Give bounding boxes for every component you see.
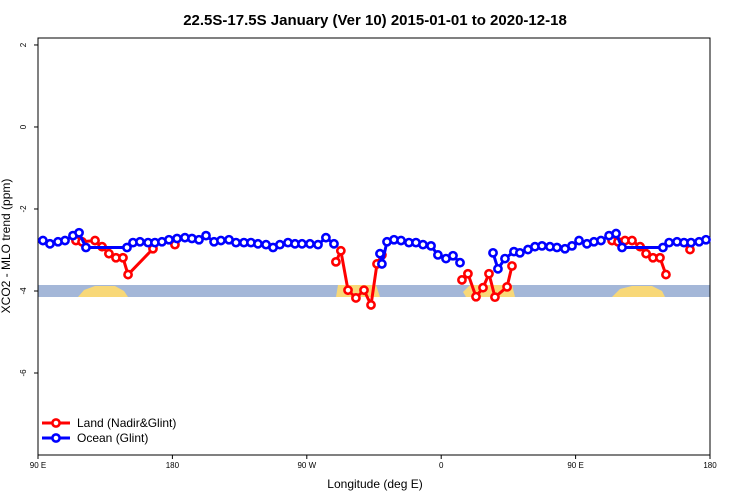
data-point bbox=[60, 235, 70, 246]
y-tick-label: -2 bbox=[19, 205, 28, 213]
data-point bbox=[455, 257, 465, 268]
data-point bbox=[313, 239, 323, 250]
data-point bbox=[45, 238, 55, 249]
y-axis-label: XCO2 - MLO trend (ppm) bbox=[0, 179, 13, 314]
data-point bbox=[552, 242, 562, 253]
data-point bbox=[514, 247, 525, 258]
data-point bbox=[426, 240, 436, 251]
data-point bbox=[484, 268, 494, 279]
data-point bbox=[488, 247, 498, 258]
x-tick-label: 0 bbox=[439, 461, 444, 470]
data-point bbox=[611, 228, 621, 239]
legend-marker bbox=[51, 418, 61, 428]
data-point bbox=[641, 248, 651, 259]
data-point bbox=[201, 230, 211, 241]
data-point bbox=[375, 248, 385, 259]
data-point bbox=[74, 227, 84, 238]
data-point bbox=[658, 242, 668, 253]
data-point bbox=[396, 235, 406, 246]
data-point bbox=[123, 269, 133, 280]
data-point bbox=[617, 242, 627, 253]
data-point bbox=[321, 232, 331, 243]
data-point bbox=[331, 256, 341, 267]
data-point bbox=[351, 293, 361, 303]
data-point bbox=[507, 261, 517, 271]
legend-marker bbox=[51, 433, 61, 443]
plot-frame bbox=[37, 37, 711, 456]
data-point bbox=[661, 269, 671, 280]
legend-label: Ocean (Glint) bbox=[77, 431, 148, 445]
chart-title: 22.5S-17.5S January (Ver 10) 2015-01-01 … bbox=[183, 12, 567, 29]
data-point bbox=[478, 282, 488, 293]
data-point bbox=[493, 263, 503, 274]
data-point bbox=[81, 242, 91, 253]
data-point bbox=[297, 238, 307, 249]
data-point bbox=[627, 235, 637, 246]
data-point bbox=[655, 252, 665, 263]
data-point bbox=[104, 248, 114, 259]
data-point bbox=[574, 235, 584, 246]
data-point bbox=[537, 240, 547, 251]
data-point bbox=[343, 285, 353, 296]
land-patch bbox=[612, 286, 665, 297]
data-point bbox=[457, 275, 467, 285]
data-point bbox=[194, 234, 204, 245]
land-patch bbox=[78, 286, 128, 297]
y-tick-label: -4 bbox=[19, 287, 28, 295]
data-point bbox=[135, 236, 145, 247]
data-point bbox=[686, 237, 696, 248]
data-point bbox=[596, 235, 606, 246]
data-point bbox=[164, 234, 174, 245]
data-point bbox=[305, 238, 315, 249]
data-point bbox=[433, 250, 443, 260]
data-point bbox=[172, 233, 182, 244]
y-tick-label: -6 bbox=[19, 369, 28, 377]
x-tick-label: 90 E bbox=[30, 461, 46, 470]
data-point bbox=[359, 285, 369, 296]
data-point bbox=[701, 234, 711, 245]
data-point bbox=[502, 281, 512, 292]
y-tick-label: 0 bbox=[19, 124, 28, 129]
data-point bbox=[253, 238, 263, 249]
data-point bbox=[463, 268, 473, 279]
x-axis-label: Longitude (deg E) bbox=[327, 477, 422, 491]
data-point bbox=[275, 239, 285, 250]
data-point bbox=[90, 235, 100, 246]
data-point bbox=[329, 238, 339, 249]
data-point bbox=[471, 291, 481, 302]
data-point bbox=[448, 250, 458, 261]
data-point bbox=[231, 237, 241, 248]
legend-label: Land (Nadir&Glint) bbox=[77, 416, 176, 430]
data-point bbox=[664, 237, 674, 248]
data-point bbox=[122, 242, 132, 253]
data-point bbox=[118, 252, 128, 263]
x-tick-label: 90 E bbox=[567, 461, 583, 470]
data-point bbox=[377, 259, 387, 269]
x-tick-label: 180 bbox=[166, 461, 180, 470]
x-tick-label: 90 W bbox=[297, 461, 316, 470]
series-line bbox=[334, 245, 384, 311]
data-point bbox=[335, 245, 346, 256]
data-point bbox=[500, 253, 510, 264]
data-point bbox=[490, 292, 500, 303]
data-point bbox=[366, 300, 376, 310]
x-tick-label: 180 bbox=[703, 461, 717, 470]
y-tick-label: 2 bbox=[19, 42, 28, 47]
data-point bbox=[216, 235, 226, 246]
data-point bbox=[567, 240, 577, 251]
data-point bbox=[418, 239, 428, 250]
